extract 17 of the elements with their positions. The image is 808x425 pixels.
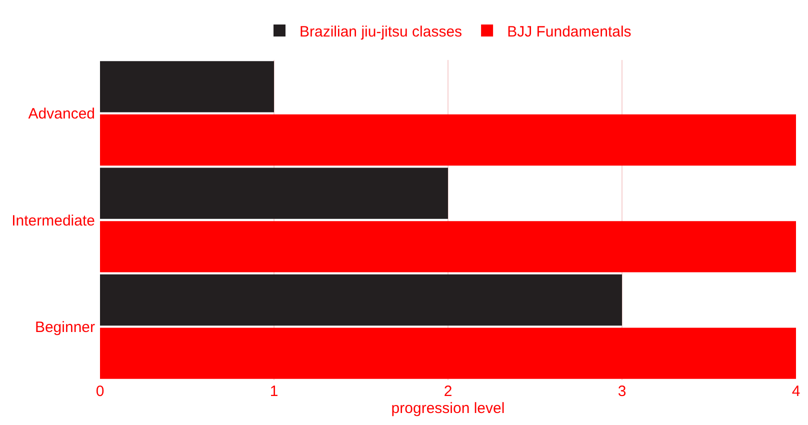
x-tick-label: 0 xyxy=(96,383,104,400)
y-tick-label: Advanced xyxy=(28,106,95,123)
bar xyxy=(100,61,274,112)
bar xyxy=(100,328,796,379)
bar xyxy=(100,168,448,219)
bar xyxy=(100,114,796,166)
x-tick-label: 3 xyxy=(618,383,626,400)
x-tick-label: 1 xyxy=(270,383,278,400)
bar xyxy=(100,274,622,326)
y-tick-label: Beginner xyxy=(34,318,95,336)
y-tick-label: Intermediate xyxy=(12,212,95,230)
bar xyxy=(100,221,796,272)
x-tick-label: 2 xyxy=(444,383,452,400)
x-tick-label: 4 xyxy=(792,383,800,400)
x-axis-title: progression level xyxy=(391,400,505,417)
legend-label: Brazilian jiu-jitsu classes xyxy=(300,23,462,40)
legend-label: BJJ Fundamentals xyxy=(507,23,632,40)
